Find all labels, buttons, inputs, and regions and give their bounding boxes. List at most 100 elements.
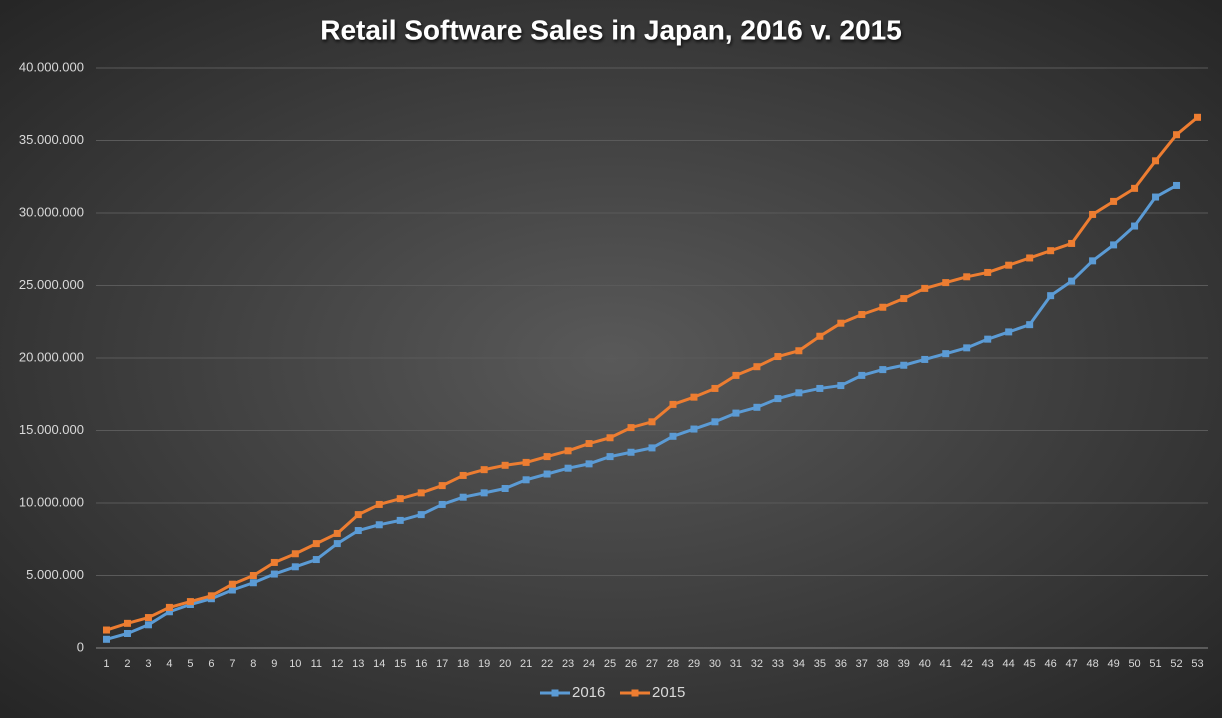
x-tick-label: 3 <box>145 658 151 670</box>
point <box>396 516 404 524</box>
point <box>522 458 530 466</box>
point <box>942 279 950 287</box>
x-tick-label: 1 <box>103 658 109 670</box>
point <box>333 529 341 537</box>
point <box>711 418 719 426</box>
point <box>627 448 635 456</box>
point <box>144 614 152 622</box>
point <box>354 511 362 519</box>
y-tick-label: 30.000.000 <box>19 204 84 219</box>
point <box>858 371 866 379</box>
point <box>606 453 614 461</box>
point <box>102 635 110 643</box>
point <box>963 273 971 281</box>
x-tick-label: 25 <box>604 658 616 670</box>
x-tick-label: 43 <box>982 658 994 670</box>
point <box>1026 321 1034 329</box>
x-tick-label: 40 <box>919 658 931 670</box>
y-tick-label: 35.000.000 <box>19 132 84 147</box>
point <box>1131 222 1139 230</box>
point <box>249 572 257 579</box>
x-tick-label: 52 <box>1170 658 1182 670</box>
point <box>186 598 194 606</box>
point <box>816 332 824 340</box>
x-tick-label: 32 <box>751 658 763 670</box>
point <box>1173 181 1181 189</box>
x-tick-label: 48 <box>1086 658 1098 670</box>
x-tick-label: 2 <box>124 658 130 670</box>
point <box>396 495 404 503</box>
y-tick-label: 15.000.000 <box>19 422 84 437</box>
point <box>795 389 803 397</box>
point <box>1047 247 1055 255</box>
point <box>1068 239 1076 247</box>
point <box>1152 157 1160 165</box>
point <box>480 466 488 474</box>
point <box>774 395 782 403</box>
point <box>648 418 656 426</box>
point <box>501 461 509 469</box>
x-tick-label: 38 <box>877 658 889 670</box>
x-tick-label: 27 <box>646 658 658 670</box>
x-tick-label: 23 <box>562 658 574 670</box>
point <box>417 489 425 497</box>
point <box>312 540 320 548</box>
point <box>354 527 362 535</box>
point <box>585 460 593 468</box>
x-tick-label: 8 <box>250 658 256 670</box>
x-tick-label: 10 <box>289 658 301 670</box>
point <box>480 489 488 497</box>
x-tick-label: 19 <box>478 658 490 670</box>
point <box>921 284 929 292</box>
point <box>207 592 215 600</box>
y-tick-label: 10.000.000 <box>19 494 84 509</box>
y-tick-label: 25.000.000 <box>19 277 84 292</box>
point <box>249 579 257 587</box>
point <box>102 626 110 634</box>
x-tick-label: 42 <box>961 658 973 670</box>
x-tick-label: 41 <box>940 658 952 670</box>
point <box>1089 210 1097 218</box>
point <box>165 603 173 611</box>
point <box>375 521 383 529</box>
y-tick-label: 5.000.000 <box>26 567 84 582</box>
point <box>1131 184 1139 192</box>
x-tick-label: 33 <box>772 658 784 670</box>
point <box>291 550 299 558</box>
point <box>984 268 992 276</box>
point <box>921 355 929 363</box>
point <box>837 319 845 327</box>
x-tick-label: 11 <box>311 658 322 670</box>
point <box>1026 254 1034 262</box>
point <box>543 470 551 478</box>
x-tick-label: 14 <box>373 658 385 670</box>
point <box>1005 328 1013 336</box>
point <box>669 432 677 440</box>
x-tick-label: 51 <box>1149 658 1161 670</box>
point <box>144 621 152 629</box>
x-tick-label: 20 <box>499 658 511 670</box>
y-tick-label: 0 <box>77 639 84 654</box>
point <box>795 347 803 355</box>
point <box>879 366 887 374</box>
point <box>1005 261 1013 269</box>
point <box>732 409 740 417</box>
point <box>522 476 530 484</box>
point <box>312 556 320 564</box>
point <box>585 440 593 448</box>
point <box>1068 277 1076 285</box>
point <box>1152 193 1160 201</box>
x-tick-label: 17 <box>436 658 448 670</box>
point <box>1047 292 1055 300</box>
x-tick-label: 24 <box>583 658 595 670</box>
point <box>1089 257 1097 265</box>
point <box>963 344 971 352</box>
point <box>753 403 761 411</box>
x-tick-label: 21 <box>520 658 532 670</box>
chart-title: Retail Software Sales in Japan, 2016 v. … <box>320 14 902 45</box>
point <box>900 361 908 369</box>
x-tick-label: 34 <box>793 658 805 670</box>
x-tick-label: 4 <box>166 658 172 670</box>
point <box>1173 131 1181 139</box>
